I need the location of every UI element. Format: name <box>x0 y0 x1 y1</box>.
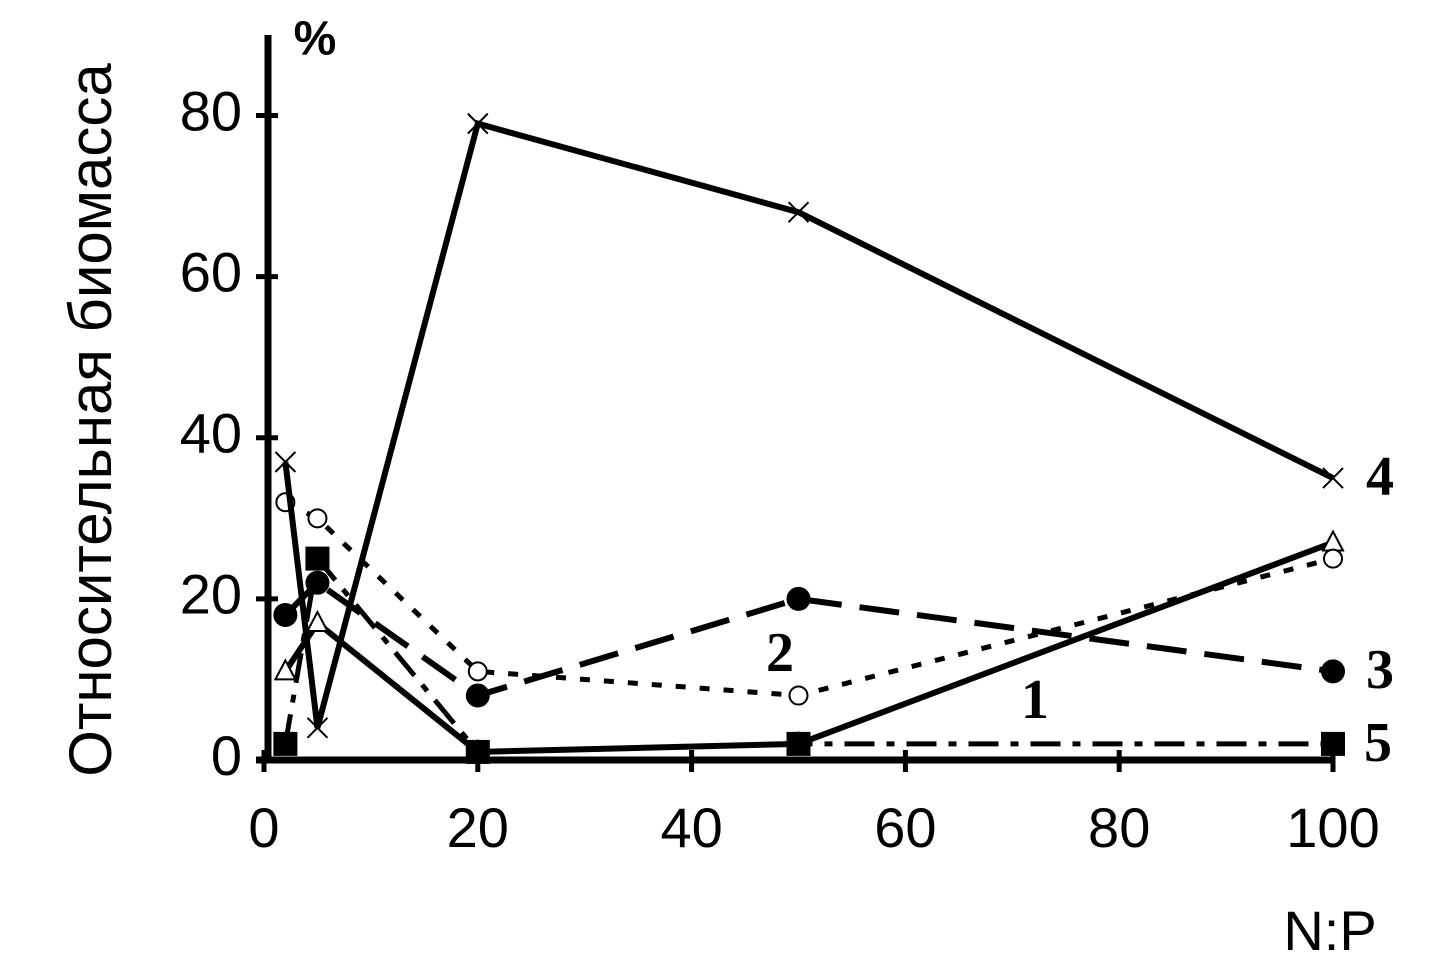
series-label: 3 <box>1366 639 1394 701</box>
marker <box>305 609 330 633</box>
x-tick-label: 40 <box>660 796 722 859</box>
marker <box>465 739 490 764</box>
marker <box>273 603 298 627</box>
y-axis-label: Относительная биомасса <box>57 63 124 777</box>
y-tick-label: 80 <box>180 79 242 142</box>
marker <box>786 731 811 756</box>
y-tick-label: 20 <box>180 563 242 626</box>
marker <box>273 731 298 756</box>
marker <box>786 586 811 611</box>
marker <box>1321 659 1345 684</box>
series-line <box>282 119 1335 729</box>
marker <box>274 451 297 473</box>
marker <box>1321 529 1345 552</box>
marker <box>305 570 330 595</box>
x-tick-label: 80 <box>1088 796 1150 859</box>
x-axis-label: N:P <box>1283 899 1376 962</box>
marker <box>273 658 298 681</box>
marker <box>306 717 329 739</box>
y-tick-label: 0 <box>211 724 242 787</box>
y-tick-label: 60 <box>180 240 242 303</box>
marker <box>1323 548 1343 569</box>
y-unit: % <box>294 13 337 66</box>
series-label: 1 <box>1021 669 1049 731</box>
y-tick-label: 40 <box>180 402 242 465</box>
series-label: 5 <box>1364 712 1392 774</box>
series-label: 4 <box>1366 446 1394 508</box>
marker <box>787 201 810 223</box>
marker <box>307 508 328 529</box>
x-tick-label: 60 <box>874 796 936 859</box>
series-label: 2 <box>766 622 794 684</box>
marker <box>467 112 489 135</box>
marker <box>467 661 488 682</box>
marker <box>1321 731 1345 756</box>
x-tick-label: 20 <box>447 796 509 859</box>
marker <box>465 683 490 708</box>
marker <box>788 685 809 706</box>
marker <box>1322 467 1344 489</box>
marker <box>305 546 330 571</box>
x-tick-label: 100 <box>1286 796 1379 859</box>
x-tick-label: 0 <box>248 796 279 859</box>
